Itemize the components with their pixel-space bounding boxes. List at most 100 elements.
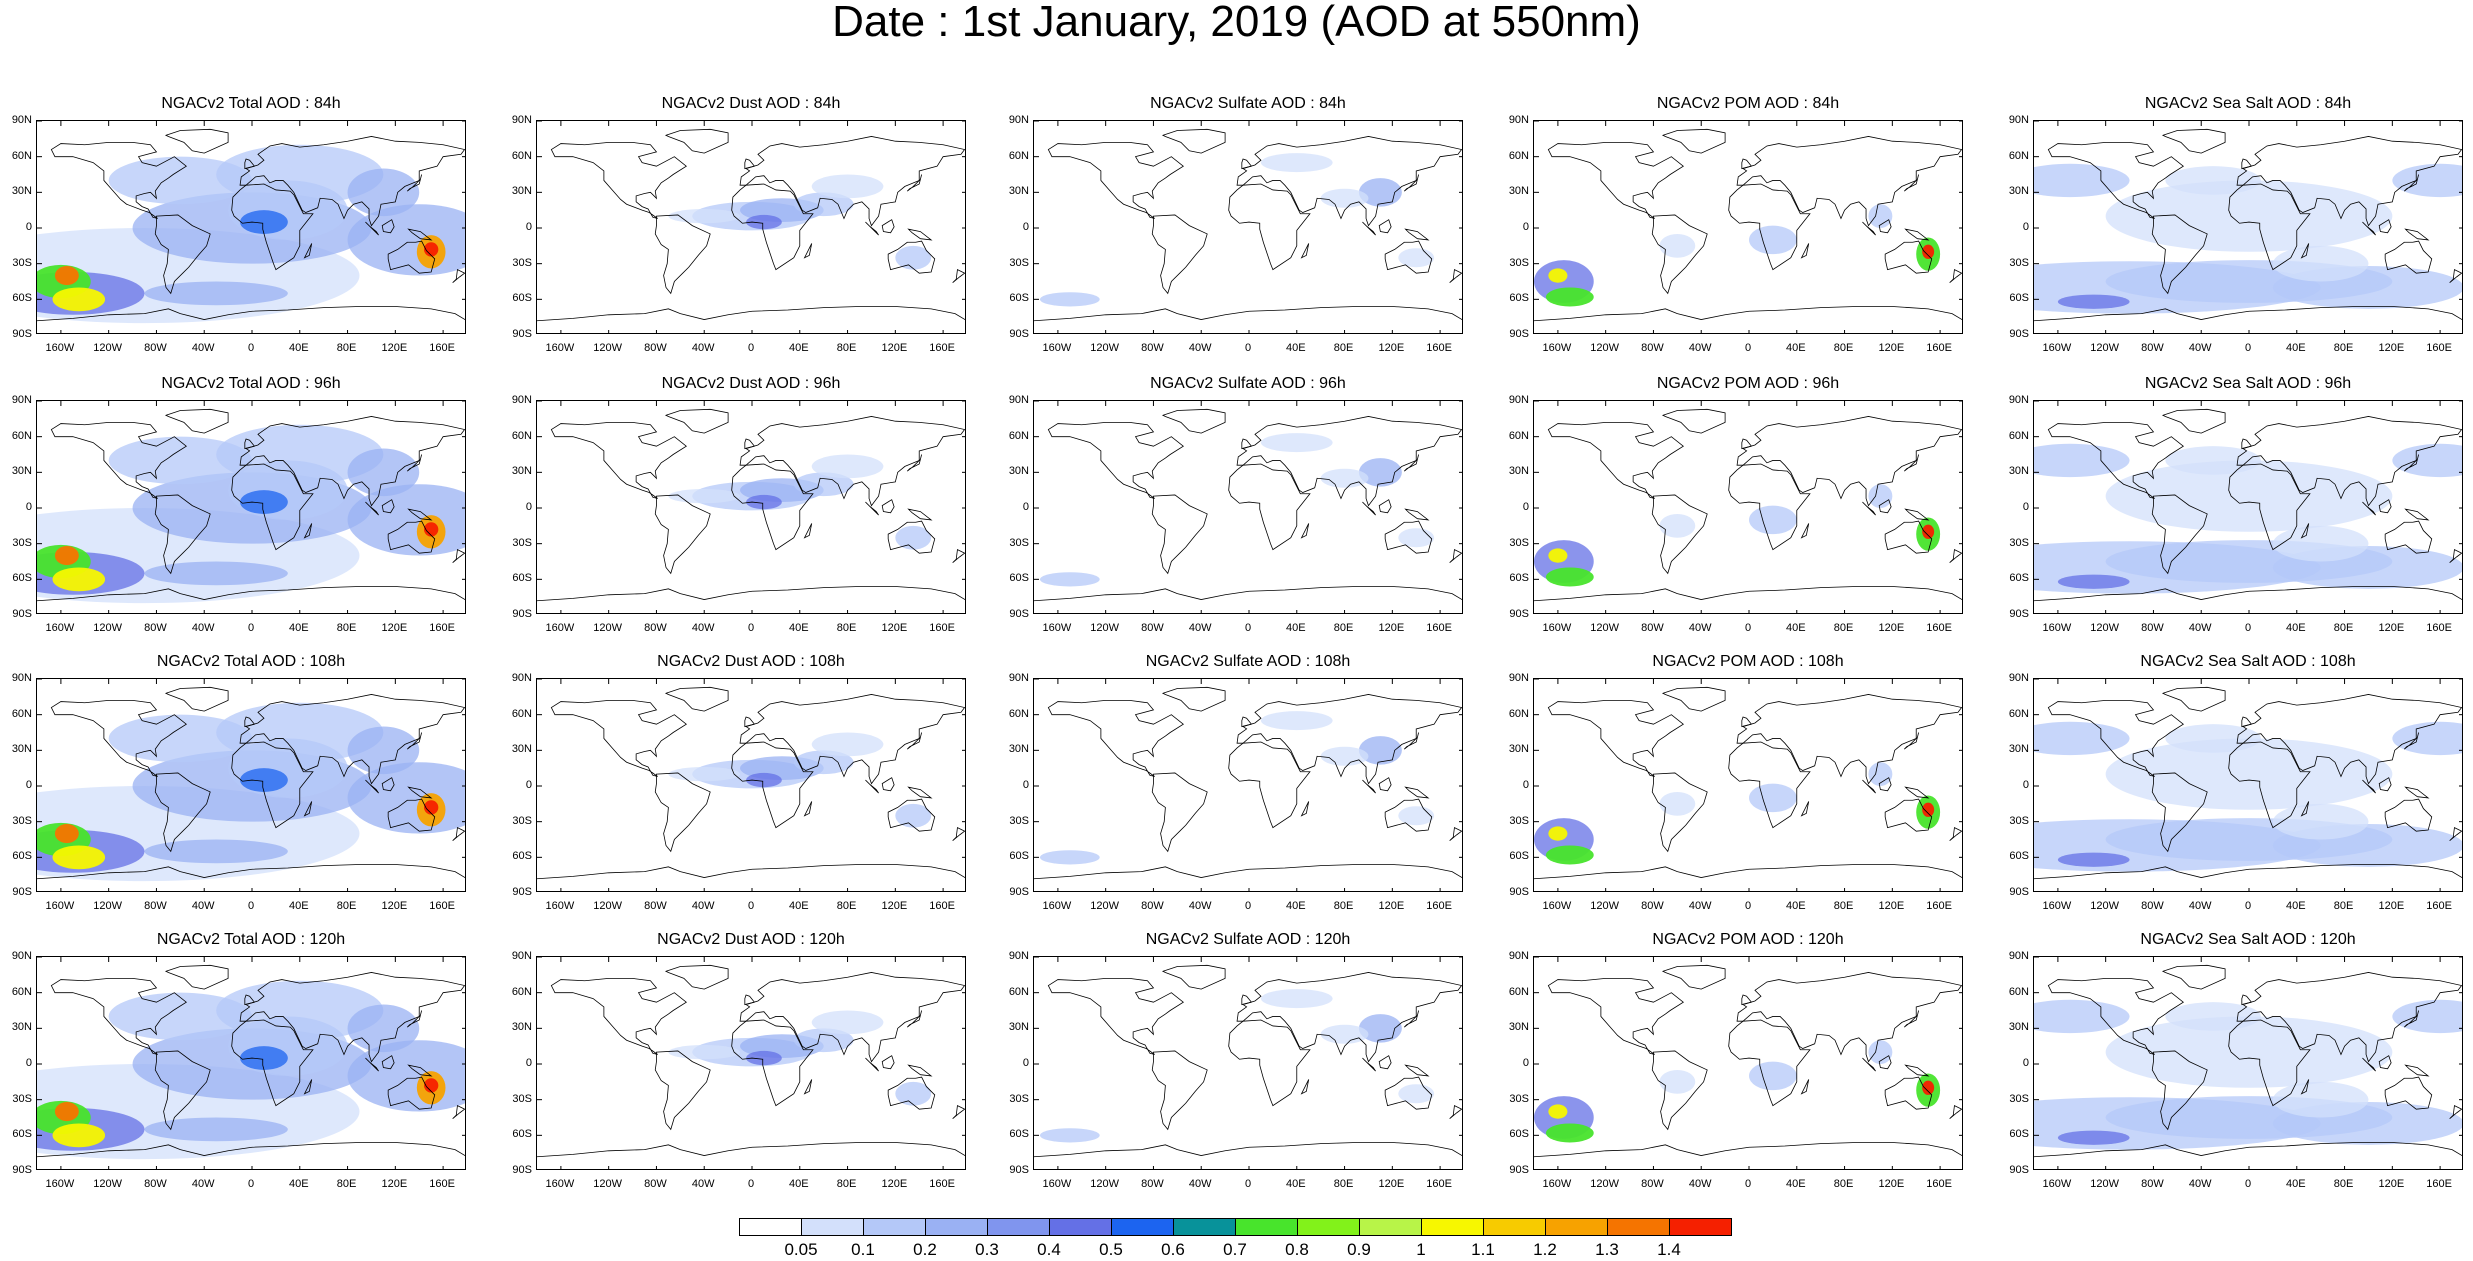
coastline (906, 454, 922, 472)
lon-tick-label: 160E (929, 622, 955, 634)
coastline (1728, 741, 1811, 829)
coastline (154, 1050, 211, 1131)
coastline (1362, 501, 1376, 516)
coastline (2241, 994, 2253, 1006)
lon-tick-label: 120W (93, 622, 123, 634)
coastline (803, 1079, 813, 1095)
map-frame (2033, 678, 2463, 892)
lat-tick-label: 90S (1009, 328, 1029, 340)
coastline (1362, 1057, 1376, 1072)
lon-tick-label: 0 (247, 342, 255, 354)
lat-tick-label: 90S (12, 1164, 32, 1176)
lon-tick-label: 160E (2426, 622, 2452, 634)
coastline (2228, 463, 2311, 551)
coastline (2449, 549, 2462, 563)
coastline (1884, 520, 1933, 554)
coastline (365, 501, 379, 516)
coastline (387, 520, 436, 554)
coastline (887, 798, 936, 832)
coastline (1862, 779, 1876, 794)
lat-tick-label: 30N (11, 743, 32, 756)
panel-title: NGACv2 Dust AOD : 96h (661, 375, 841, 392)
lat-tick-label: 90S (2009, 886, 2029, 898)
coastline (1403, 454, 1419, 472)
lon-tick-label: 80E (2333, 1178, 2354, 1190)
coastline (1878, 1055, 1892, 1070)
coastline (1651, 772, 1708, 853)
coastline (881, 1055, 895, 1070)
lon-tick-label: 120W (1090, 1178, 1120, 1190)
lat-tick-label: 0 (1522, 501, 1529, 513)
coastline (2449, 827, 2462, 841)
coastline (1534, 586, 1962, 602)
lon-tick-label: 40W (191, 1178, 215, 1190)
lat-tick-label: 30N (1008, 465, 1029, 478)
aod-field-patch (1659, 1069, 1696, 1094)
coastline (37, 306, 465, 322)
lat-tick-label: 60S (12, 1128, 32, 1141)
coastline (1728, 463, 1811, 551)
coastline (407, 786, 433, 799)
coastline (1300, 523, 1310, 539)
lat-tick-label: 30S (2009, 814, 2029, 827)
lon-tick-label: 80E (836, 342, 857, 354)
lon-tick-label: 0 (1244, 900, 1252, 912)
colorbar-swatch (1545, 1218, 1608, 1236)
lon-tick-label: 160W (45, 342, 75, 354)
lon-tick-label: 80E (1833, 622, 1854, 634)
coastline (1878, 777, 1892, 792)
aod-field-patch (1320, 468, 1369, 488)
coastline (1300, 1079, 1310, 1095)
lon-tick-label: 40W (691, 900, 715, 912)
lon-tick-label: 160E (429, 900, 455, 912)
coastline (1384, 1076, 1433, 1110)
lon-tick-label: 160W (545, 1178, 575, 1190)
aod-field-patch (895, 525, 932, 550)
coastline (452, 827, 465, 841)
lon-tick-label: 0 (247, 900, 255, 912)
lon-tick-label: 0 (2244, 900, 2252, 912)
lon-tick-label: 80E (336, 1178, 357, 1190)
coastline (407, 508, 433, 521)
aod-map (1534, 957, 1962, 1169)
coastline (406, 174, 422, 192)
lon-tick-label: 160W (545, 622, 575, 634)
lon-tick-label: 160W (2042, 900, 2072, 912)
coastline (1878, 219, 1892, 234)
lon-tick-label: 120E (1378, 342, 1405, 354)
lat-tick-label: 30N (1008, 743, 1029, 756)
aod-map (537, 957, 965, 1169)
coastline (2384, 798, 2433, 832)
lat-tick-label: 30S (2009, 1092, 2029, 1105)
lon-tick-label: 160E (1926, 342, 1952, 354)
aod-map (37, 957, 465, 1169)
map-panel-pom-84h: NGACv2 POM AOD : 84h 90N 60N 30N 0 30S 60S 90S 1… (1503, 94, 1975, 360)
coastline (1862, 221, 1876, 236)
coastline (164, 964, 229, 990)
lat-tick-label: 30S (12, 256, 32, 269)
coastline (1151, 214, 1208, 295)
lat-tick-label: 90N (511, 394, 532, 406)
lat-tick-label: 90S (12, 608, 32, 620)
lon-tick-label: 40W (2188, 1178, 2212, 1190)
page-title: Date : 1st January, 2019 (AOD at 550nm) (832, 0, 1641, 46)
coastline (1862, 501, 1876, 516)
coastline (303, 1079, 313, 1095)
lat-tick-label: 60S (2009, 292, 2029, 305)
aod-field-patch (1545, 1123, 1594, 1143)
coastline (1236, 136, 1462, 227)
lat-tick-label: 0 (25, 221, 32, 233)
aod-field-patch (895, 245, 932, 270)
lat-tick-label: 30S (1509, 1092, 1529, 1105)
lon-tick-label: 160E (1926, 900, 1952, 912)
map-panel-dust-96h: NGACv2 Dust AOD : 96h 90N 60N 30N 0 30S 60S 90S… (506, 374, 978, 640)
lat-tick-label: 60S (1009, 572, 1029, 585)
aod-map (1034, 957, 1462, 1169)
coastline (1534, 1142, 1962, 1158)
coastline (654, 772, 711, 853)
coastline (1547, 141, 1684, 219)
aod-field-patch (144, 281, 288, 306)
lat-tick-label: 30S (12, 814, 32, 827)
lon-tick-label: 80E (1333, 342, 1354, 354)
lat-tick-label: 90N (2008, 672, 2029, 684)
